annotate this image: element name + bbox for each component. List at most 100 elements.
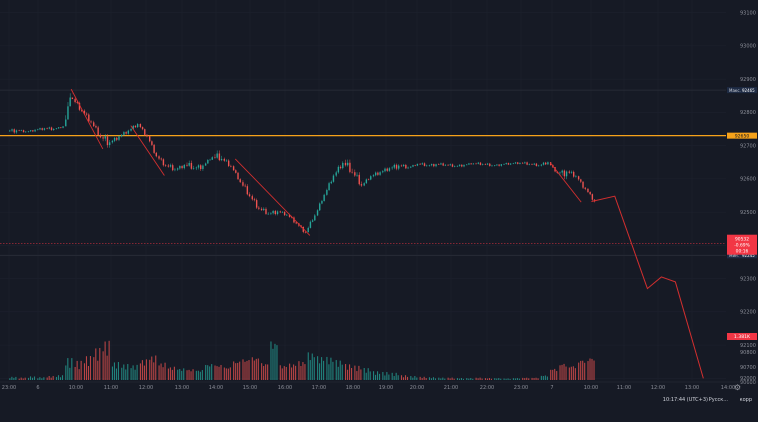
volume-bar [397,375,399,380]
candle-body [337,166,340,173]
y-tick-label: 92600 [740,177,756,183]
volume-bar [447,377,449,380]
candle-body [575,176,577,177]
volume-bar [559,365,561,380]
volume-bar [507,378,509,380]
candle-body [116,137,118,140]
candle-body [440,163,442,165]
volume-bar [76,360,78,380]
volume-bar [345,364,347,380]
candle-body [13,129,15,133]
x-tick-label: 10:00 [69,385,83,391]
candle-body [458,164,461,166]
volume-bar [171,369,173,380]
volume-bar [52,376,54,380]
session-label[interactable]: Русск... [708,397,728,403]
x-tick-label: 20:00 [410,385,424,391]
candle-body [186,164,188,166]
volume-bar [349,364,351,380]
volume-bar [279,365,281,380]
volume-bar [186,370,188,380]
candle-body [463,164,465,167]
price-chart[interactable]: 9310093000929009280092700926009250092400… [0,0,758,394]
price-axis[interactable]: 9310093000929009280092700926009250092400… [726,0,758,394]
candle-body [148,136,151,142]
volume-bar [376,371,379,380]
volume-bar [173,366,175,380]
time-axis[interactable]: 23:00 6 10:00 11:00 12:00 13:00 14:00 15:00 16:0… [0,381,758,391]
candle-body [498,164,500,166]
horizontal-lines [0,89,726,256]
candle-body [225,160,228,162]
volume-bar [121,367,123,380]
volume-bar [197,370,199,380]
candle-body [295,222,297,224]
candle-body [453,166,456,167]
volume-bar [225,368,227,380]
candle-body [62,126,64,128]
candle-body [542,162,545,165]
candle-body [395,164,398,169]
volume-bar [570,366,572,380]
candle-body [48,127,51,129]
volume-bar [117,362,119,380]
candle-body [202,165,204,170]
candle-body [344,162,347,166]
candle-body [402,164,405,167]
candle-body [410,166,412,168]
candle-body [102,137,104,139]
candle-body [384,168,386,172]
volume-bar [432,377,435,380]
candle-body [41,128,43,130]
candle-body [286,214,288,216]
volume-bar [494,378,496,380]
volume-bar [139,363,141,380]
volume-bar [391,372,393,380]
volume-bar [563,363,565,380]
volume-bar [29,376,32,380]
volume-bar [311,353,313,380]
y-tick-label: 92200 [740,310,756,316]
volume-bar [395,372,397,380]
settings-gear-icon[interactable]: ⚙ [733,383,741,392]
volume-bar [67,358,69,380]
volume-bar [50,377,52,380]
time-zone-label[interactable]: 10:17:44 (UTC+3) [662,397,708,403]
candle-body [53,129,55,131]
volume-bar [181,370,183,380]
candle-body [328,183,330,191]
volume-bar [136,364,138,380]
volume-bar [211,364,213,380]
volume-bar [365,372,367,380]
volume-bar [151,356,153,380]
candle-body [307,227,309,233]
volume-bar [518,378,520,380]
candle-body [93,122,95,127]
candle-body [524,162,526,164]
candle-body [167,165,170,167]
trend-lines [70,88,582,236]
volume-bar [554,368,556,380]
candle-body [76,101,78,103]
volume-bar [323,360,325,380]
candle-body [351,171,353,173]
candle-body [123,132,125,135]
x-tick-label: 17:00 [312,385,326,391]
scale-label[interactable]: корр [739,397,752,403]
candle-body [559,172,561,174]
volume-bar [438,377,440,380]
y-tick-label: 92700 [740,143,756,149]
volume-bar [440,378,442,380]
status-bar: 10:17:44 (UTC+3) Русск... корр [0,394,758,422]
y-tick-label: 92500 [740,210,756,216]
candle-body [486,163,489,165]
range-price-tag [727,87,757,94]
volume-bar [251,357,253,380]
y-tick-label: 93100 [740,10,756,16]
candle-body [211,157,213,160]
volume-bar [382,372,384,380]
x-tick-label: 23:00 [514,385,528,391]
candle-body [514,162,517,164]
candle-body [335,172,337,176]
